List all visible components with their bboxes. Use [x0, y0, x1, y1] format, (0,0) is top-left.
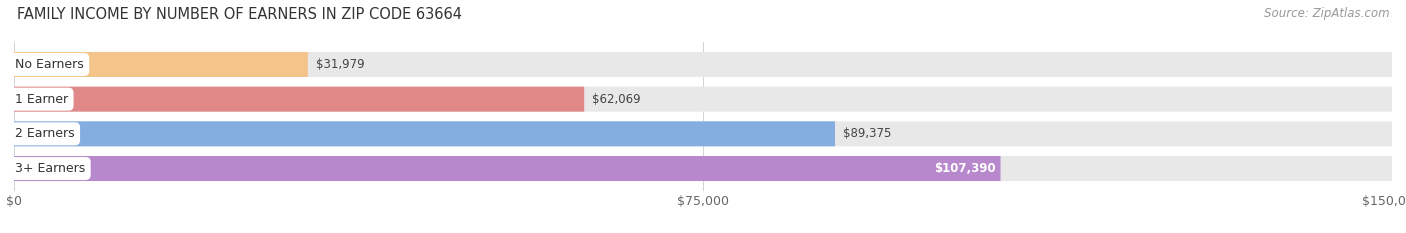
Text: $31,979: $31,979: [316, 58, 364, 71]
Text: 1 Earner: 1 Earner: [15, 93, 69, 106]
FancyBboxPatch shape: [14, 52, 1392, 77]
Text: FAMILY INCOME BY NUMBER OF EARNERS IN ZIP CODE 63664: FAMILY INCOME BY NUMBER OF EARNERS IN ZI…: [17, 7, 463, 22]
Text: $107,390: $107,390: [935, 162, 995, 175]
Text: 2 Earners: 2 Earners: [15, 127, 75, 140]
FancyBboxPatch shape: [14, 52, 308, 77]
Text: Source: ZipAtlas.com: Source: ZipAtlas.com: [1264, 7, 1389, 20]
Text: $89,375: $89,375: [844, 127, 891, 140]
FancyBboxPatch shape: [14, 87, 1392, 112]
Text: 3+ Earners: 3+ Earners: [15, 162, 86, 175]
Text: No Earners: No Earners: [15, 58, 84, 71]
FancyBboxPatch shape: [14, 121, 835, 146]
Text: $62,069: $62,069: [592, 93, 641, 106]
FancyBboxPatch shape: [14, 87, 585, 112]
FancyBboxPatch shape: [14, 156, 1392, 181]
FancyBboxPatch shape: [14, 121, 1392, 146]
FancyBboxPatch shape: [14, 156, 1001, 181]
